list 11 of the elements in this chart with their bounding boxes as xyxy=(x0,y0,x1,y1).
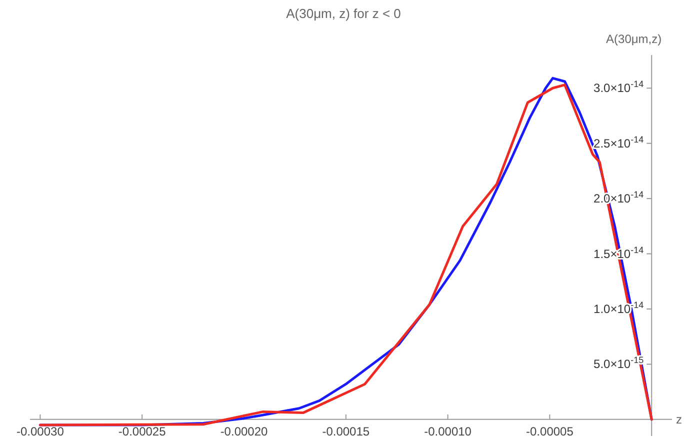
x-tick-label: -0.00025 xyxy=(118,424,166,438)
y-tick-label: 3.0×10$^{-14}$ xyxy=(594,79,644,96)
y-tick-label: 2.5×10$^{-14}$ xyxy=(594,134,644,150)
y-axis-title: A(30μm,z) xyxy=(606,32,662,46)
x-tick-label: -0.00005 xyxy=(526,424,574,438)
x-axis-title: z xyxy=(676,412,682,426)
x-tick-label: -0.00015 xyxy=(322,424,370,438)
chart-title: A(30μm, z) for z < 0 xyxy=(286,6,401,21)
x-tick-label: -0.00010 xyxy=(424,424,472,438)
x-tick-label: -0.00020 xyxy=(220,424,268,438)
x-tick-label: -0.00030 xyxy=(16,424,64,438)
